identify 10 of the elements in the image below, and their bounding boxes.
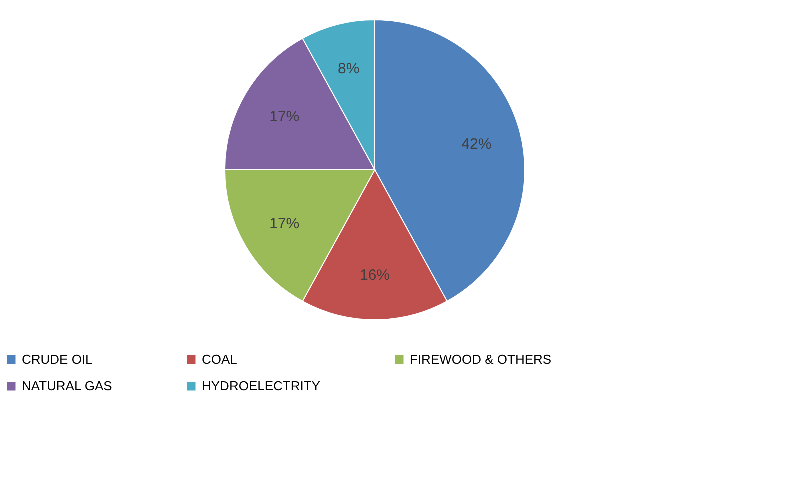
legend-label: FIREWOOD & OTHERS — [410, 352, 552, 367]
data-label: 16% — [360, 267, 390, 284]
data-label: 8% — [338, 60, 360, 78]
data-label: 17% — [270, 108, 300, 126]
legend-label: CRUDE OIL — [22, 352, 93, 367]
data-label: 42% — [462, 136, 492, 153]
legend-label: NATURAL GAS — [22, 378, 113, 394]
legend-label: HYDROELECTRITY — [202, 378, 321, 394]
legend-label: COAL — [202, 352, 238, 367]
data-label: 17% — [270, 215, 300, 232]
